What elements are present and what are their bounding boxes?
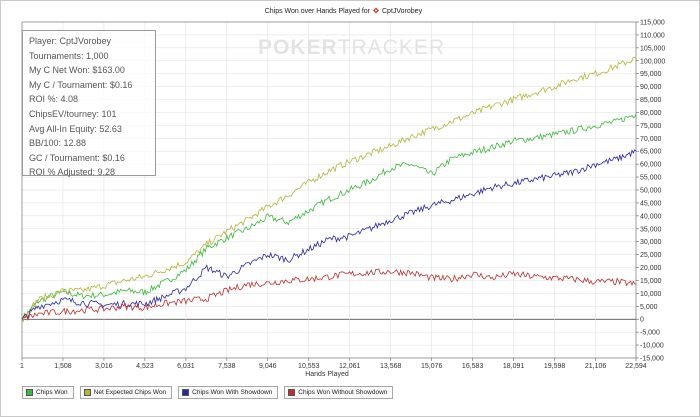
legend-item[interactable]: Net Expected Chips Won (79, 386, 173, 399)
y-tick-label: 0 (640, 317, 644, 324)
chart-legend: Chips Won Net Expected Chips Won Chips Won… (22, 386, 394, 399)
y-tick-label: 90,000 (640, 84, 662, 91)
x-axis-label: Hands Played (305, 371, 349, 378)
x-tick-label: 1 (20, 363, 24, 370)
legend-swatch (182, 389, 190, 396)
x-tick-label: 7,538 (218, 363, 236, 370)
y-tick-label: 40,000 (640, 213, 662, 220)
y-tick-label: 110,000 (640, 32, 665, 39)
x-tick-label: 9,046 (259, 363, 277, 370)
stat-row: BB/100: 12.88 (29, 138, 87, 149)
poker-site-icon (373, 7, 379, 14)
stat-row: My C Net Won: $163.00 (29, 65, 125, 76)
y-tick-label: 5,000 (640, 304, 658, 311)
stat-row: Tournaments: 1,000 (29, 50, 109, 61)
legend-item[interactable]: Chips Won (22, 386, 74, 399)
x-tick-label: 12,061 (339, 363, 361, 370)
watermark-part2: TRACKER (337, 36, 446, 59)
y-tick-label: 10,000 (640, 291, 662, 298)
y-tick-label: 45,000 (640, 200, 662, 207)
watermark-part1: POKER (258, 36, 338, 59)
stat-row: ChipsEV/tourney: 101 (29, 108, 117, 119)
y-tick-label: 95,000 (640, 71, 662, 78)
y-tick-label: 100,000 (640, 58, 665, 65)
y-tick-label: 105,000 (640, 45, 665, 52)
stat-row: ROI % Adjusted: 9.28 (29, 167, 116, 178)
y-tick-label: 30,000 (640, 239, 662, 246)
chart-title-group: Chips Won over Hands Played for CptJVoro… (265, 7, 423, 15)
x-tick-label: 3,016 (95, 363, 113, 370)
y-tick-label: 15,000 (640, 278, 662, 285)
y-tick-label: 65,000 (640, 149, 662, 156)
y-tick-label: -10,000 (640, 343, 664, 350)
stat-row: My C / Tournament: $0.16 (29, 79, 133, 90)
x-tick-label: 4,523 (136, 363, 154, 370)
legend-label: Chips Won With Showdown (192, 389, 273, 396)
x-tick-label: 13,568 (380, 363, 402, 370)
legend-item[interactable]: Chips Won With Showdown (178, 386, 279, 399)
stat-row: Player: CptJVorobey (29, 36, 112, 46)
x-tick-label: 1,508 (54, 363, 72, 370)
x-tick-label: 6,031 (177, 363, 195, 370)
legend-label: Chips Won (36, 389, 68, 396)
pokertracker-watermark: POKERTRACKER (258, 36, 445, 60)
y-tick-label: 85,000 (640, 97, 662, 104)
y-tick-label: 55,000 (640, 175, 662, 182)
y-tick-label: 20,000 (640, 265, 662, 272)
y-tick-label: -5,000 (640, 330, 660, 337)
legend-item[interactable]: Chips Won Without Showdown (284, 386, 394, 399)
stats-panel: Player: CptJVorobey Tournaments: 1,000 My … (22, 30, 156, 177)
y-tick-label: 60,000 (640, 162, 662, 169)
stat-row: ROI %: 4.08 (29, 94, 79, 105)
legend-label: Chips Won Without Showdown (298, 389, 388, 396)
x-tick-label: 18,091 (503, 363, 525, 370)
y-tick-label: 50,000 (640, 188, 662, 195)
y-tick-label: 75,000 (640, 123, 662, 130)
chart-title-player: CptJVorobey (382, 8, 423, 15)
x-tick-label: 16,583 (462, 363, 484, 370)
x-tick-label: 19,598 (544, 363, 566, 370)
legend-swatch (288, 389, 296, 396)
x-tick-label: 15,076 (421, 363, 443, 370)
y-tick-label: 35,000 (640, 226, 662, 233)
y-tick-label: 70,000 (640, 136, 662, 143)
chart-title: Chips Won over Hands Played for (265, 8, 371, 15)
series-line-0 (21, 113, 637, 323)
legend-label: Net Expected Chips Won (93, 389, 167, 396)
y-tick-label: 25,000 (640, 252, 662, 259)
legend-swatch (26, 389, 33, 396)
stat-row: Avg All-In Equity: 52.63 (29, 123, 122, 134)
x-tick-label: 21,106 (585, 363, 607, 370)
series-line-3 (21, 268, 637, 322)
series-line-2 (21, 149, 637, 320)
x-tick-label: 10,553 (298, 363, 320, 370)
axis-layer: -15,000 -10,000 -5,000 0 5,000 10,000 15,000 20… (20, 20, 665, 371)
stat-row: GC / Tournament: $0.16 (29, 152, 125, 163)
legend-swatch (83, 389, 91, 396)
y-tick-label: 115,000 (640, 20, 665, 27)
y-tick-label: -15,000 (640, 356, 664, 363)
x-tick-label: 22,594 (625, 363, 647, 370)
plot-area-border (21, 21, 637, 359)
y-tick-label: 80,000 (640, 110, 662, 117)
series-line-1 (21, 56, 637, 322)
series-layer (21, 56, 637, 323)
